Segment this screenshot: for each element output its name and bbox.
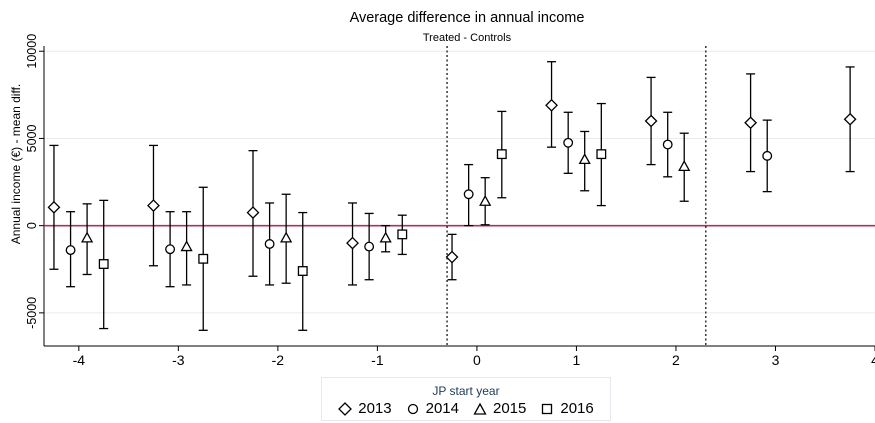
- data-point-2014: [463, 189, 474, 200]
- square-marker-icon: [542, 403, 553, 414]
- data-point-2013: [346, 236, 359, 250]
- x-tick-label: 3: [772, 352, 780, 368]
- chart-title: Average difference in annual income: [350, 10, 585, 26]
- legend-item-2013: 2013: [338, 400, 392, 417]
- data-point-2013: [47, 200, 61, 214]
- data-point-2013: [843, 112, 857, 126]
- data-point-2014: [264, 239, 275, 249]
- data-point-2015: [180, 240, 193, 252]
- data-point-2015: [80, 231, 94, 243]
- x-tick-label: 4: [871, 352, 875, 368]
- legend-title: JP start year: [432, 384, 500, 398]
- plot-area: -5000 0 5000 10000 -4 -3 -2 -1 0 1 2 3 4: [25, 34, 875, 368]
- data-point-2013: [744, 116, 758, 130]
- data-point-2015: [578, 153, 591, 165]
- x-tick-label: -2: [272, 352, 285, 368]
- legend-label-2014: 2014: [425, 400, 459, 417]
- data-point-2013: [545, 98, 558, 112]
- data-point-2016: [397, 229, 408, 240]
- data-point-2015: [379, 231, 392, 243]
- legend-label-2013: 2013: [358, 400, 392, 417]
- triangle-marker-icon: [473, 402, 487, 415]
- diamond-marker-icon: [338, 401, 353, 416]
- data-point-2016: [198, 253, 209, 264]
- legend-item-2016: 2016: [540, 400, 594, 417]
- circle-marker-icon: [407, 403, 418, 414]
- data-point-2016: [596, 149, 607, 160]
- data-point-2014: [65, 245, 76, 256]
- data-point-2014: [165, 244, 176, 255]
- y-tick-label: 10000: [25, 34, 39, 69]
- x-tick-label: -4: [73, 352, 86, 368]
- data-point-2013: [147, 199, 160, 213]
- data-point-2013: [246, 206, 260, 219]
- data-point-2016: [496, 149, 507, 160]
- data-point-2015: [678, 160, 691, 171]
- legend-item-2014: 2014: [406, 400, 459, 417]
- legend-label-2015: 2015: [493, 400, 527, 417]
- data-point-2014: [563, 137, 574, 148]
- data-point-2014: [364, 241, 375, 252]
- data-point-2016: [98, 259, 109, 269]
- y-tick-label: -5000: [25, 297, 39, 329]
- y-tick-label: 5000: [25, 124, 39, 152]
- x-tick-label: 1: [573, 352, 581, 368]
- legend-item-2015: 2015: [473, 400, 526, 417]
- data-point-2013: [445, 250, 459, 264]
- x-tick-label: 0: [473, 352, 481, 368]
- data-point-2014: [762, 150, 773, 161]
- y-axis-label: Annual income (€) - mean diff.: [9, 84, 23, 245]
- y-tick-label: 0: [25, 222, 39, 229]
- data-point-2016: [297, 266, 308, 276]
- chart-subtitle: Treated - Controls: [423, 32, 512, 44]
- data-point-2013: [644, 114, 658, 128]
- data-point-2015: [280, 231, 293, 243]
- legend: JP start year 2013 2014 2015 2016: [321, 377, 611, 421]
- x-tick-label: 2: [672, 352, 680, 368]
- legend-label-2016: 2016: [560, 400, 594, 417]
- data-point-2014: [662, 139, 673, 150]
- data-point-2015: [479, 194, 492, 206]
- x-tick-label: -3: [172, 352, 185, 368]
- x-tick-label: -1: [371, 352, 384, 368]
